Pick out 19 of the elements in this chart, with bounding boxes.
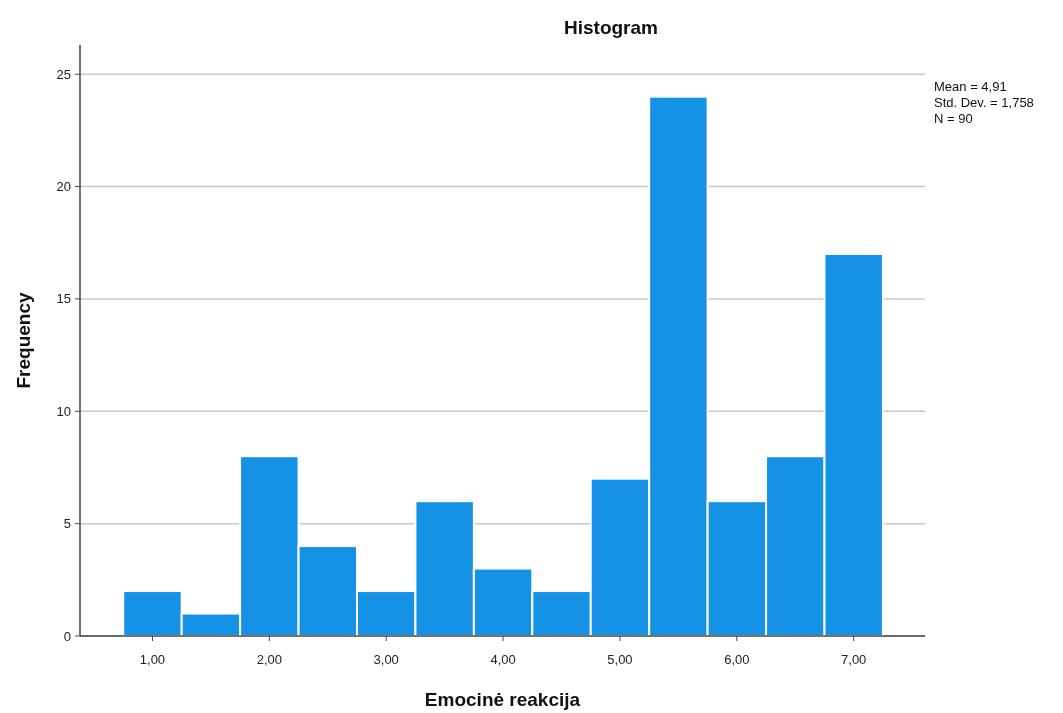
x-tick-label: 3,00 <box>373 652 399 667</box>
y-tick-label: 15 <box>56 291 71 307</box>
x-tick-label: 4,00 <box>490 652 516 667</box>
x-axis-title: Emocinė reakcija <box>424 689 581 710</box>
text: Std. Dev. = 1,758 <box>934 95 1034 110</box>
x-tick-label: 7,00 <box>841 652 867 667</box>
y-tick-label: 20 <box>56 179 71 195</box>
x-tick-label: 1,00 <box>139 652 166 667</box>
y-axis-title: Frequency <box>13 292 34 389</box>
y-tick-label: 0 <box>63 628 71 644</box>
y-tick-label: 5 <box>63 516 71 532</box>
y-tick-label: 10 <box>56 403 71 419</box>
text: N = 90 <box>934 111 973 126</box>
x-tick-label: 2,00 <box>256 652 282 667</box>
x-tick-label: 6,00 <box>724 652 750 667</box>
x-tick-label: 5,00 <box>607 652 633 667</box>
chart-title: Histogram <box>564 17 658 38</box>
text: Mean = 4,91 <box>934 79 1007 94</box>
y-tick-label: 25 <box>56 66 71 82</box>
